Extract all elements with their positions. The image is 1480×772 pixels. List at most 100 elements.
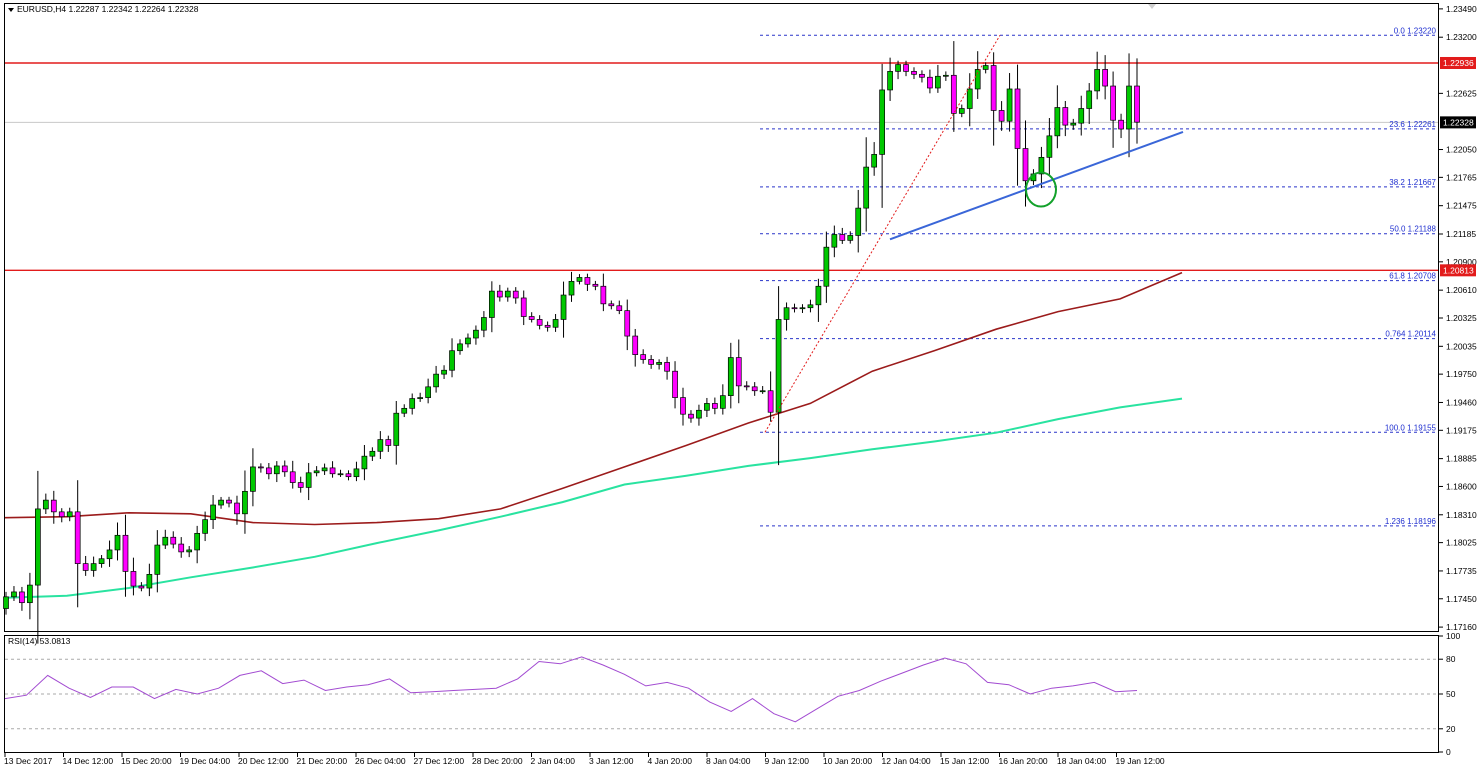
bear-candle [512,290,519,299]
bull-candle [242,490,248,515]
bull-candle [1086,90,1093,109]
bear-candle [536,319,543,326]
resistance-price-box [1440,56,1476,69]
bull-candle [369,450,376,457]
bull-candle [887,71,893,91]
bull-candle [560,294,567,320]
bull-candle [1046,135,1053,158]
bull-candle [425,386,431,398]
bull-candle [831,234,838,248]
price-axis-label: 1.18885 [1446,454,1477,464]
bull-candle [696,409,702,419]
price-pane[interactable] [4,3,1439,632]
bear-candle [1102,69,1108,87]
bull-candle [823,246,830,287]
bull-candle [1078,108,1085,124]
rsi-label: RSI(14) 53.0813 [8,636,71,646]
bear-candle [345,473,352,478]
bull-candle [481,317,487,331]
time-axis-label: 8 Jan 04:00 [706,756,751,766]
bull-candle [895,64,901,72]
price-axis-label: 1.23200 [1446,32,1477,42]
bear-candle [600,285,607,305]
bull-candle [27,584,33,604]
bear-candle [170,536,177,545]
bear-candle [648,359,654,365]
bear-candle [528,316,535,320]
fibonacci-level-label: 0.0 1.23220 [1394,26,1437,35]
bull-candle [377,439,384,452]
bear-candle [927,76,933,89]
time-axis-label: 19 Jan 12:00 [1116,756,1165,766]
bull-candle [982,65,989,70]
bear-candle [520,297,527,317]
bull-candle [855,207,862,236]
rsi-axis-label: 0 [1446,747,1451,757]
price-axis-label: 1.18310 [1446,510,1477,520]
bull-candle [719,395,726,409]
time-axis-label: 16 Jan 20:00 [999,756,1048,766]
bull-candle [98,558,105,564]
bear-candle [616,305,623,312]
bull-candle [202,519,208,534]
bear-candle [1022,148,1029,182]
moving-average-slow-line [4,397,1183,599]
price-axis-label: 1.18025 [1446,538,1477,548]
fibonacci-level-label: 61.8 1.20708 [1389,272,1436,281]
rsi-pane[interactable] [4,635,1439,753]
time-axis-label: 13 Dec 2017 [4,756,52,766]
bear-candle [385,439,392,446]
resistance-price-label: 1.20813 [1443,265,1474,275]
bear-candle [1110,85,1116,121]
time-axis-label: 3 Jan 12:00 [589,756,634,766]
current-price-box [1440,116,1476,129]
bear-candle [265,467,272,475]
bear-candle [130,571,137,587]
bull-candle [568,281,575,296]
bear-candle [329,467,336,475]
bull-candle [656,362,662,365]
bear-candle [911,71,917,75]
bull-candle [441,369,447,375]
fibonacci-level-label: 38.2 1.21667 [1389,178,1436,187]
bear-candle [767,390,774,413]
bear-candle [544,324,551,328]
bull-candle [847,235,854,241]
bull-candle [935,75,941,89]
bull-candle [966,88,973,109]
bear-candle [58,511,65,518]
bear-candle [712,403,718,409]
bull-candle [194,532,201,551]
bear-candle [281,465,288,473]
bull-candle [186,549,193,553]
bear-candle [791,307,798,310]
bear-candle [1134,85,1140,123]
bull-candle [401,407,408,414]
price-axis-label: 1.21765 [1446,172,1477,182]
bull-candle [66,511,73,518]
bull-candle [942,74,949,77]
rsi-axis-label: 100 [1446,631,1460,641]
fibonacci-level-label: 0.764 1.20114 [1385,330,1436,339]
bear-candle [496,290,503,298]
fibonacci-level-label: 100.0 1.19155 [1385,423,1437,432]
price-axis-label: 1.19175 [1446,425,1477,435]
triangle-down-icon[interactable] [8,8,14,12]
bull-candle [799,307,806,310]
time-axis-label: 14 Dec 12:00 [63,756,114,766]
time-axis-label: 21 Dec 20:00 [297,756,348,766]
bear-candle [138,585,145,589]
resistance-price-box [1440,264,1476,277]
bull-candle [210,504,216,521]
bear-candle [640,354,647,360]
bear-candle [258,466,264,469]
price-axis-label: 1.20035 [1446,341,1477,351]
bull-candle [433,373,439,388]
bull-candle [504,290,511,298]
bull-candle [1054,107,1061,137]
fibonacci-level-label: 50.0 1.21188 [1390,225,1437,234]
price-axis-label: 1.23490 [1446,4,1477,14]
bull-candle [250,466,256,492]
bull-candle [273,465,280,475]
